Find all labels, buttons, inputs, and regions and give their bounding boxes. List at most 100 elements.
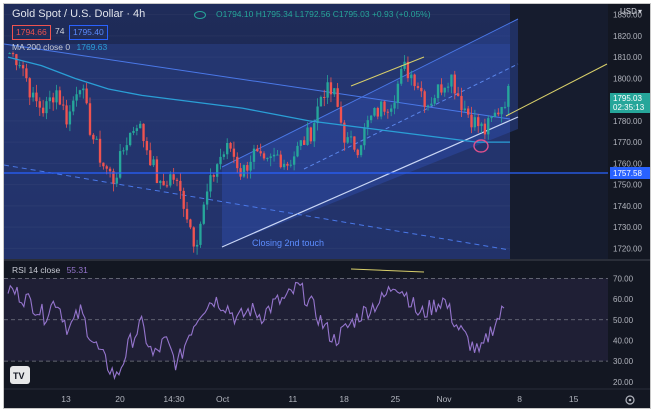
candle-body — [21, 65, 25, 69]
candle-body — [252, 148, 256, 162]
rsi-tick-label: 70.00 — [613, 274, 634, 283]
candle-body — [105, 166, 108, 169]
candle-body — [202, 204, 205, 224]
candle-body — [426, 105, 430, 107]
candle-body — [18, 65, 21, 67]
candle-body — [400, 68, 403, 84]
candle-body — [279, 154, 282, 168]
time-tick-label: 15 — [569, 394, 579, 404]
tradingview-logo[interactable]: TV — [10, 366, 30, 384]
candle-body — [55, 90, 58, 103]
candle-body — [487, 118, 490, 135]
time-tick-label: 25 — [391, 394, 401, 404]
candle-body — [373, 107, 376, 116]
ask-price-badge[interactable]: 1795.40 — [69, 25, 108, 40]
candle-body — [450, 74, 453, 87]
price-tick-label: 1760.00 — [613, 159, 642, 168]
candle-body — [25, 68, 28, 79]
price-tick-label: 1820.00 — [613, 32, 642, 41]
candle-body — [249, 161, 252, 171]
candle-body — [309, 127, 313, 142]
candle-body — [266, 157, 269, 159]
candle-body — [460, 95, 463, 111]
candle-body — [145, 141, 149, 151]
rsi-line — [7, 281, 505, 381]
candle-body — [393, 102, 396, 109]
candle-body — [507, 85, 510, 107]
rsi-indicator-value: 55.31 — [66, 265, 88, 275]
candle-body — [333, 88, 336, 95]
currency-caret[interactable]: ▾ — [638, 7, 642, 16]
candle-body — [28, 78, 31, 98]
candle-body — [229, 142, 232, 149]
candle-body — [115, 177, 118, 184]
candle-body — [155, 159, 159, 183]
candle-body — [219, 156, 222, 165]
candle-body — [112, 171, 115, 184]
candle-body — [356, 149, 359, 156]
candle-body — [363, 127, 366, 146]
candle-body — [436, 84, 440, 99]
candle-body — [41, 107, 45, 114]
candle-body — [159, 181, 162, 183]
bid-price-badge[interactable]: 1794.66 — [12, 25, 51, 40]
candle-body — [406, 61, 410, 79]
currency-label[interactable]: USD — [620, 7, 637, 16]
candle-body — [78, 90, 82, 95]
closing-touch-annotation: Closing 2nd touch — [252, 238, 324, 248]
candle-body — [366, 120, 369, 128]
candle-body — [289, 164, 292, 166]
channel-upper-line — [221, 18, 519, 168]
candle-body — [386, 111, 390, 113]
candle-body — [316, 106, 319, 124]
chart-canvas[interactable]: Closing 2nd touch 1720.00 1730.00 1740.00 1… — [4, 4, 651, 409]
candle-body — [303, 140, 306, 145]
spread-value: 74 — [55, 26, 65, 36]
candle-body — [440, 84, 443, 93]
candle-body — [369, 115, 373, 121]
price-tick-label: 1800.00 — [613, 74, 642, 83]
rsi-axis[interactable] — [608, 261, 651, 389]
time-axis[interactable] — [4, 389, 651, 409]
candle-body — [209, 175, 212, 192]
price-tick-label: 1810.00 — [613, 53, 642, 62]
ma-indicator-label[interactable]: MA 200 close 0 1769.63 — [12, 42, 107, 52]
candle-body — [142, 123, 145, 142]
ma-indicator-name: MA 200 close 0 — [12, 42, 71, 52]
price-tick-label: 1780.00 — [613, 117, 642, 126]
time-tick-label: 13 — [61, 394, 71, 404]
rsi-indicator-label[interactable]: RSI 14 close 55.31 — [12, 265, 88, 275]
price-axis[interactable] — [608, 4, 651, 259]
candle-body — [346, 137, 349, 143]
candle-body — [269, 156, 272, 158]
svg-text:1795.03: 1795.03 — [613, 94, 642, 103]
candle-body — [336, 88, 339, 107]
price-tick-label: 1830.00 — [613, 11, 642, 20]
time-tick-label: Nov — [436, 394, 452, 404]
candle-body — [490, 116, 493, 119]
candle-body — [497, 112, 500, 115]
eye-icon[interactable] — [194, 11, 206, 19]
candle-body — [95, 138, 98, 140]
channel-median-line — [303, 63, 519, 170]
candle-body — [11, 53, 15, 55]
time-tick-label: 20 — [115, 394, 125, 404]
candle-body — [199, 223, 202, 245]
candle-body — [215, 164, 219, 177]
rsi-tick-label: 40.00 — [613, 336, 634, 345]
candle-body — [88, 103, 92, 135]
symbol-title[interactable]: Gold Spot / U.S. Dollar · 4h — [12, 8, 146, 20]
candle-body — [329, 82, 333, 95]
candle-body — [403, 61, 406, 69]
candle-body — [480, 123, 483, 127]
ohlc-values: O1794.10 H1795.34 L1792.56 C1795.03 +0.9… — [216, 9, 431, 19]
price-tick-label: 1750.00 — [613, 181, 642, 190]
rsi-tick-label: 30.00 — [613, 357, 634, 366]
candle-body — [65, 105, 68, 125]
time-tick-label: 18 — [339, 394, 349, 404]
candle-body — [222, 154, 226, 157]
settings-gear-icon[interactable] — [625, 395, 635, 405]
candle-body — [169, 174, 172, 186]
candle-body — [383, 101, 386, 112]
descending-dashed-line — [4, 164, 511, 251]
